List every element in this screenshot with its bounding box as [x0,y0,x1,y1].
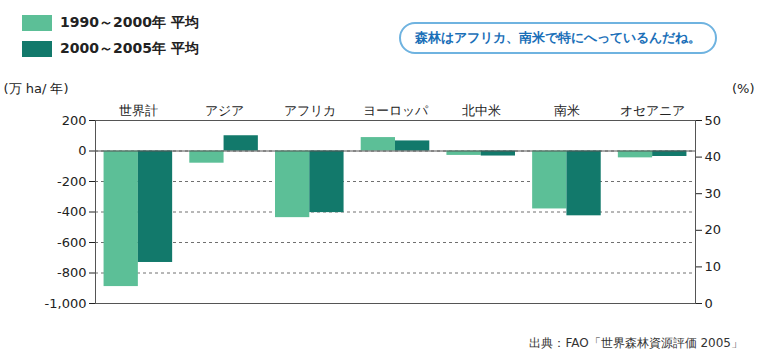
svg-text:世界計: 世界計 [119,103,158,118]
svg-text:-600: -600 [57,235,87,250]
svg-text:(%): (%) [732,81,755,96]
html-text:出典：FAO「世界森林資源評価 2005」: 出典：FAO「世界森林資源評価 2005」 [529,336,743,350]
svg-text:南米: 南米 [554,103,580,118]
svg-text:50: 50 [705,113,722,128]
svg-text:アジア: アジア [205,103,244,118]
svg-text:オセアニア: オセアニア [620,103,685,118]
svg-text:20: 20 [705,222,722,237]
html-text:2000～2005年 平均: 2000～2005年 平均 [60,40,199,56]
svg-text:10: 10 [705,259,722,274]
svg-text:0: 0 [705,296,713,311]
svg-text:ヨーロッパ: ヨーロッパ [363,103,429,118]
svg-text:-800: -800 [57,265,87,280]
svg-text:北中米: 北中米 [462,103,501,118]
svg-text:-400: -400 [57,204,87,219]
svg-text:-200: -200 [57,174,87,189]
svg-text:-1,000: -1,000 [45,296,87,311]
svg-text:(万 ha/ 年): (万 ha/ 年) [4,81,69,96]
svg-text:30: 30 [705,186,722,201]
html-text:1990～2000年 平均: 1990～2000年 平均 [60,14,199,30]
svg-text:40: 40 [705,149,722,164]
svg-text:0: 0 [78,143,86,158]
svg-text:アフリカ: アフリカ [284,103,336,118]
svg-text:200: 200 [62,113,87,128]
html-text:森林はアフリカ、南米で特にへっているんだね。: 森林はアフリカ、南米で特にへっているんだね。 [415,30,701,45]
